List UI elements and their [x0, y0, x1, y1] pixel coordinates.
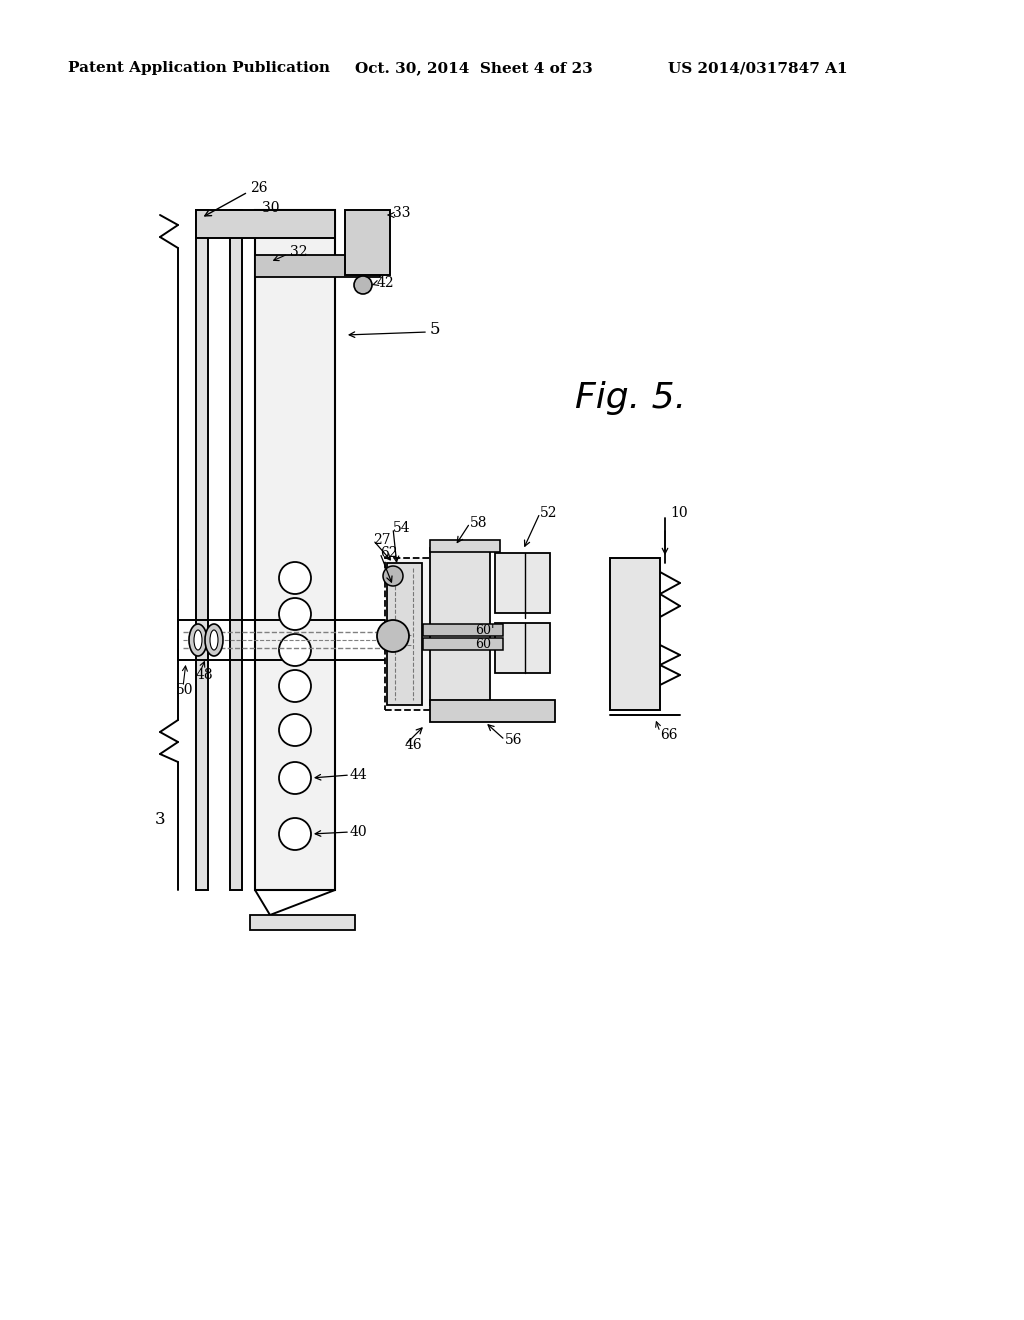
Text: 32: 32: [290, 246, 307, 259]
Circle shape: [377, 620, 409, 652]
Bar: [423, 638, 503, 649]
Text: US 2014/0317847 A1: US 2014/0317847 A1: [668, 61, 848, 75]
Bar: [387, 564, 422, 705]
Bar: [423, 624, 503, 636]
Text: 48: 48: [196, 668, 214, 682]
Ellipse shape: [189, 624, 207, 656]
Ellipse shape: [210, 630, 218, 649]
Bar: [495, 623, 550, 673]
Text: 52: 52: [540, 506, 557, 520]
Bar: [430, 540, 500, 552]
Ellipse shape: [194, 630, 202, 649]
Text: 26: 26: [250, 181, 267, 195]
Text: 62: 62: [380, 546, 397, 560]
Text: 42: 42: [377, 276, 394, 290]
Circle shape: [279, 634, 311, 667]
Text: 44: 44: [350, 768, 368, 781]
Bar: [430, 548, 490, 705]
Text: Fig. 5.: Fig. 5.: [575, 381, 686, 414]
Text: 33: 33: [393, 206, 411, 220]
Text: 60': 60': [475, 623, 495, 636]
Text: 10: 10: [670, 506, 688, 520]
Bar: [430, 700, 555, 722]
Bar: [196, 210, 208, 890]
Text: 40: 40: [350, 825, 368, 840]
Circle shape: [279, 818, 311, 850]
Bar: [178, 620, 390, 660]
Text: 58: 58: [470, 516, 487, 531]
Bar: [250, 915, 355, 931]
Bar: [255, 210, 335, 890]
Text: Patent Application Publication: Patent Application Publication: [68, 61, 330, 75]
Text: 50: 50: [176, 682, 194, 697]
Circle shape: [279, 762, 311, 795]
Text: 60: 60: [475, 638, 490, 651]
Text: 66: 66: [660, 729, 678, 742]
Text: 46: 46: [406, 738, 423, 752]
Text: 56: 56: [505, 733, 522, 747]
Bar: [196, 210, 335, 238]
Circle shape: [279, 562, 311, 594]
Text: 30: 30: [262, 201, 280, 215]
Text: 3: 3: [155, 812, 166, 829]
Bar: [230, 210, 242, 890]
Text: Oct. 30, 2014  Sheet 4 of 23: Oct. 30, 2014 Sheet 4 of 23: [355, 61, 593, 75]
Bar: [345, 210, 390, 275]
Bar: [255, 255, 380, 277]
Circle shape: [279, 714, 311, 746]
Circle shape: [383, 566, 403, 586]
Bar: [495, 553, 550, 612]
Text: 27: 27: [373, 533, 390, 546]
Circle shape: [354, 276, 372, 294]
Text: 54: 54: [393, 521, 411, 535]
Ellipse shape: [205, 624, 223, 656]
Bar: [610, 558, 660, 710]
Circle shape: [279, 598, 311, 630]
Circle shape: [279, 671, 311, 702]
Bar: [385, 558, 465, 710]
Text: 5: 5: [430, 322, 440, 338]
